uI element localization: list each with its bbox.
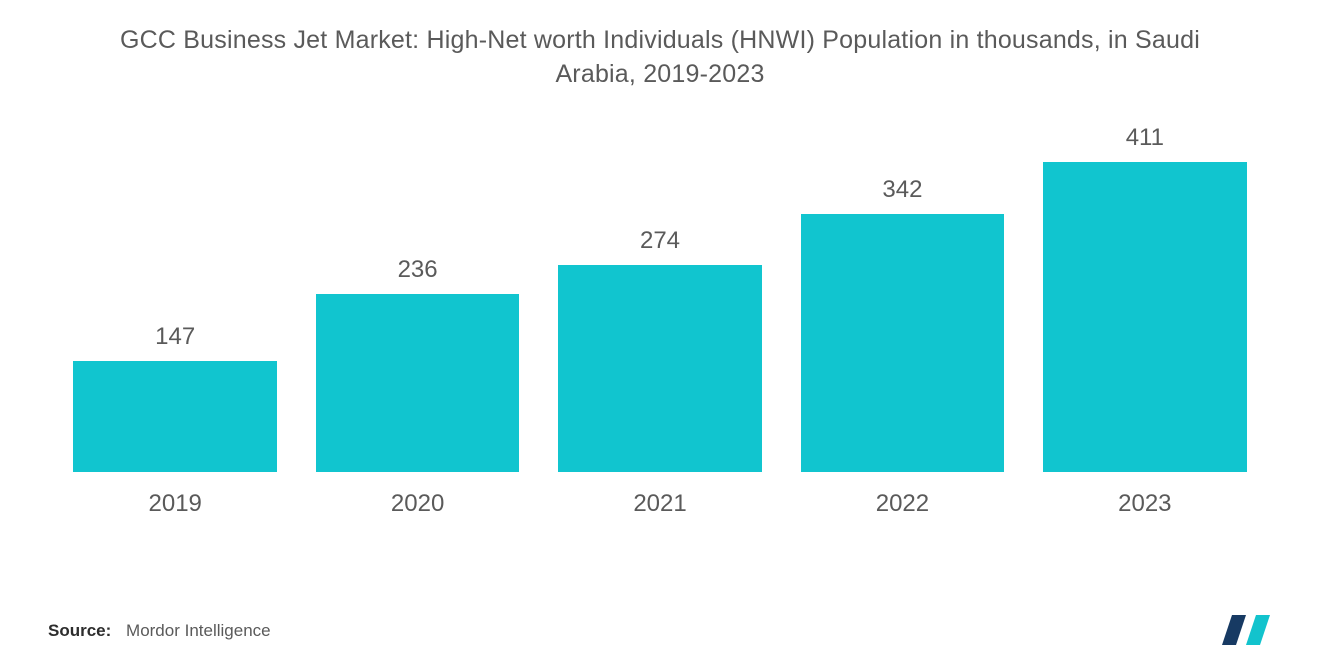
x-category-label: 2020 bbox=[296, 490, 538, 518]
bar-rect bbox=[316, 294, 520, 472]
x-axis: 2019 2020 2021 2022 2023 bbox=[48, 490, 1272, 518]
bar-column: 274 bbox=[539, 102, 781, 472]
bar-column: 342 bbox=[781, 102, 1023, 472]
bar-column: 411 bbox=[1024, 102, 1266, 472]
chart-title: GCC Business Jet Market: High-Net worth … bbox=[100, 24, 1220, 92]
x-category-label: 2019 bbox=[54, 490, 296, 518]
source-footer: Source: Mordor Intelligence bbox=[48, 621, 271, 641]
x-category-label: 2022 bbox=[781, 490, 1023, 518]
bar-value-label: 342 bbox=[882, 176, 922, 204]
bar-column: 147 bbox=[54, 102, 296, 472]
bar-value-label: 147 bbox=[155, 323, 195, 351]
bar-value-label: 236 bbox=[398, 256, 438, 284]
bar-column: 236 bbox=[296, 102, 538, 472]
bar-rect bbox=[801, 214, 1005, 472]
chart-container: GCC Business Jet Market: High-Net worth … bbox=[0, 0, 1320, 665]
bar-rect bbox=[558, 265, 762, 472]
bars-row: 147 236 274 342 411 bbox=[48, 102, 1272, 472]
x-category-label: 2021 bbox=[539, 490, 781, 518]
logo-bar-dark bbox=[1222, 615, 1246, 645]
x-category-label: 2023 bbox=[1024, 490, 1266, 518]
source-prefix: Source: bbox=[48, 621, 111, 640]
logo-bar-teal bbox=[1246, 615, 1270, 645]
bar-rect bbox=[73, 361, 277, 472]
bar-value-label: 274 bbox=[640, 227, 680, 255]
bar-value-label: 411 bbox=[1126, 124, 1164, 152]
chart-plot-area: 147 236 274 342 411 2019 2020 20 bbox=[48, 102, 1272, 574]
source-text: Mordor Intelligence bbox=[126, 621, 271, 640]
brand-logo-icon bbox=[1216, 611, 1280, 647]
bar-rect bbox=[1043, 162, 1247, 472]
